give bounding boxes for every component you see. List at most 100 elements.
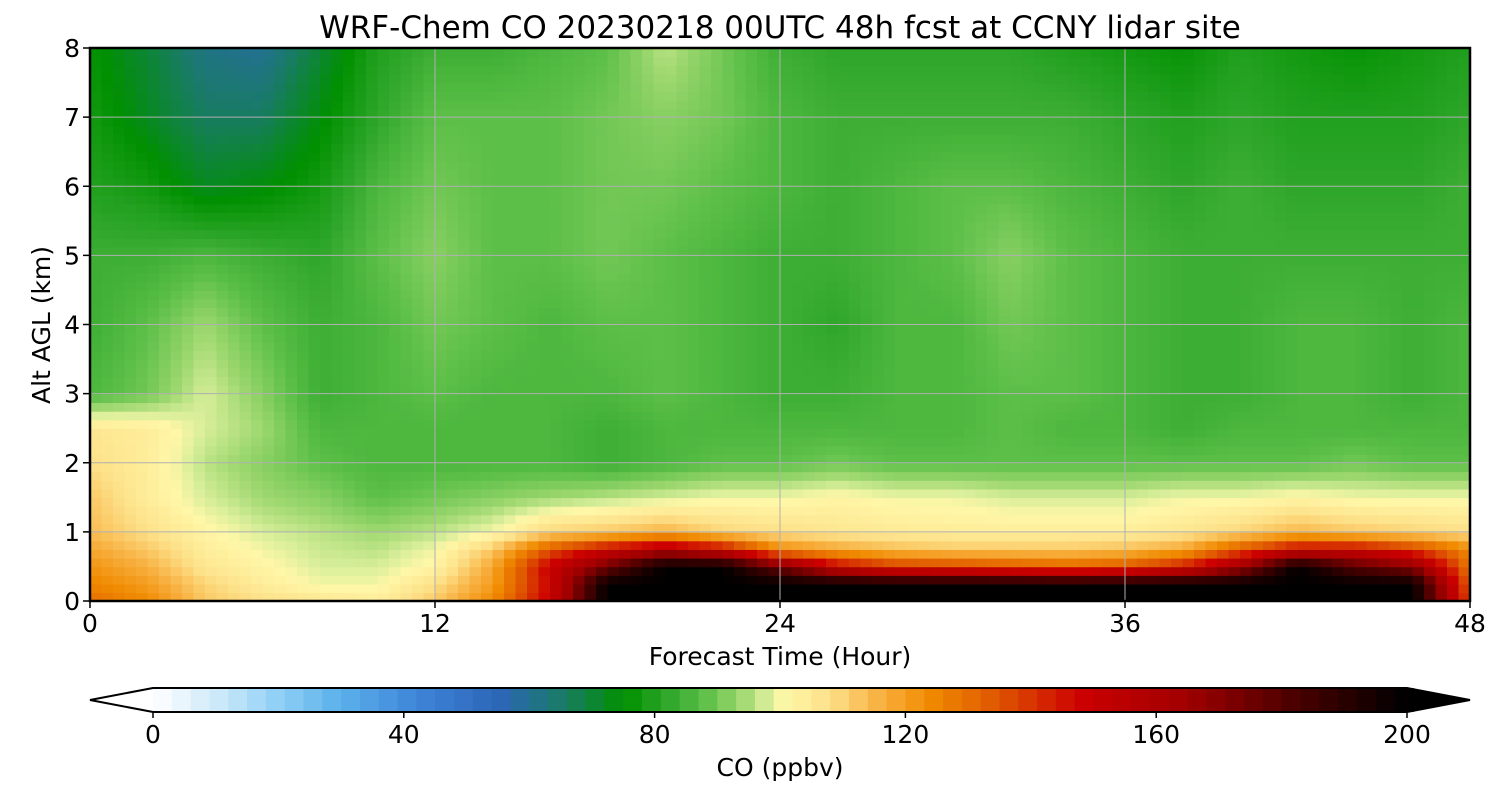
- heat-cell: [527, 177, 540, 188]
- heat-cell: [630, 281, 643, 291]
- heat-cell: [239, 264, 252, 274]
- heat-cell: [711, 402, 724, 412]
- heat-cell: [711, 65, 724, 75]
- heat-cell: [607, 523, 620, 533]
- heat-cell: [791, 393, 804, 404]
- heat-cell: [251, 410, 264, 421]
- heat-cell: [791, 194, 804, 205]
- heat-cell: [182, 220, 195, 231]
- heat-cell: [619, 168, 632, 179]
- heat-cell: [561, 229, 574, 239]
- heat-cell: [400, 454, 413, 464]
- heat-cell: [837, 428, 850, 438]
- heat-cell: [308, 367, 321, 378]
- heat-cell: [159, 445, 172, 455]
- heat-cell: [412, 65, 425, 75]
- heat-cell: [297, 454, 310, 464]
- heat-cell: [860, 592, 873, 601]
- heat-cell: [343, 220, 356, 231]
- heat-cell: [193, 65, 206, 75]
- heat-cell: [619, 229, 632, 239]
- heat-cell: [170, 497, 183, 507]
- heat-cell: [297, 151, 310, 162]
- heat-cell: [481, 393, 494, 404]
- heat-cell: [423, 540, 436, 550]
- heat-cell: [446, 436, 459, 447]
- heat-cell: [228, 143, 241, 153]
- heat-cell: [400, 56, 413, 67]
- heat-cell: [412, 393, 425, 404]
- heat-cell: [159, 402, 172, 412]
- heat-cell: [918, 531, 931, 542]
- heat-cell: [964, 376, 977, 386]
- heat-cell: [412, 160, 425, 170]
- heat-cell: [297, 281, 310, 291]
- heat-cell: [699, 497, 712, 507]
- heat-cell: [688, 125, 701, 136]
- heat-cell: [906, 592, 919, 601]
- heat-cell: [90, 186, 103, 196]
- heat-cell: [895, 56, 908, 67]
- heat-cell: [826, 531, 839, 542]
- heat-cell: [895, 203, 908, 213]
- heat-cell: [377, 480, 390, 490]
- heat-cell: [584, 65, 597, 75]
- heat-cell: [596, 272, 609, 283]
- heat-cell: [607, 238, 620, 248]
- heat-cell: [791, 91, 804, 101]
- heat-cell: [159, 220, 172, 231]
- heat-cell: [573, 428, 586, 438]
- heat-cell: [446, 393, 459, 404]
- heat-cell: [435, 514, 448, 525]
- heat-cell: [228, 177, 241, 188]
- heat-cell: [216, 462, 229, 473]
- heat-cell: [331, 56, 344, 67]
- heat-cell: [308, 108, 321, 118]
- heat-cell: [584, 376, 597, 386]
- heat-cell: [205, 56, 218, 67]
- heat-cell: [182, 177, 195, 188]
- heat-cell: [596, 428, 609, 438]
- heat-cell: [826, 402, 839, 412]
- heat-cell: [481, 359, 494, 369]
- heat-cell: [941, 341, 954, 352]
- heat-cell: [216, 402, 229, 412]
- heat-cell: [159, 497, 172, 507]
- heat-cell: [573, 367, 586, 378]
- heat-cell: [872, 264, 885, 274]
- heat-cell: [688, 402, 701, 412]
- heat-cell: [343, 73, 356, 84]
- heat-cell: [458, 151, 471, 162]
- heat-cell: [860, 480, 873, 490]
- heat-cell: [412, 471, 425, 481]
- heat-cell: [446, 549, 459, 559]
- heat-cell: [929, 307, 942, 317]
- heat-cell: [320, 384, 333, 395]
- heat-cell: [872, 514, 885, 525]
- heat-cell: [205, 384, 218, 395]
- heat-cell: [159, 99, 172, 110]
- heat-cell: [952, 410, 965, 421]
- heat-cell: [607, 384, 620, 395]
- heat-cell: [768, 168, 781, 179]
- heat-cell: [515, 255, 528, 265]
- heat-cell: [803, 488, 816, 499]
- heat-cell: [389, 91, 402, 101]
- heat-cell: [688, 514, 701, 525]
- heat-cell: [492, 333, 505, 343]
- heat-cell: [561, 514, 574, 525]
- heat-cell: [239, 324, 252, 334]
- heat-cell: [803, 540, 816, 550]
- heat-cell: [780, 505, 793, 516]
- heat-cell: [159, 333, 172, 343]
- heat-cell: [872, 315, 885, 326]
- heat-cell: [136, 436, 149, 447]
- heat-cell: [906, 151, 919, 162]
- heat-cell: [630, 264, 643, 274]
- heat-cell: [101, 531, 114, 542]
- heat-cell: [228, 186, 241, 196]
- heat-cell: [676, 523, 689, 533]
- heat-cell: [642, 160, 655, 170]
- heat-cell: [297, 393, 310, 404]
- heat-cell: [228, 134, 241, 144]
